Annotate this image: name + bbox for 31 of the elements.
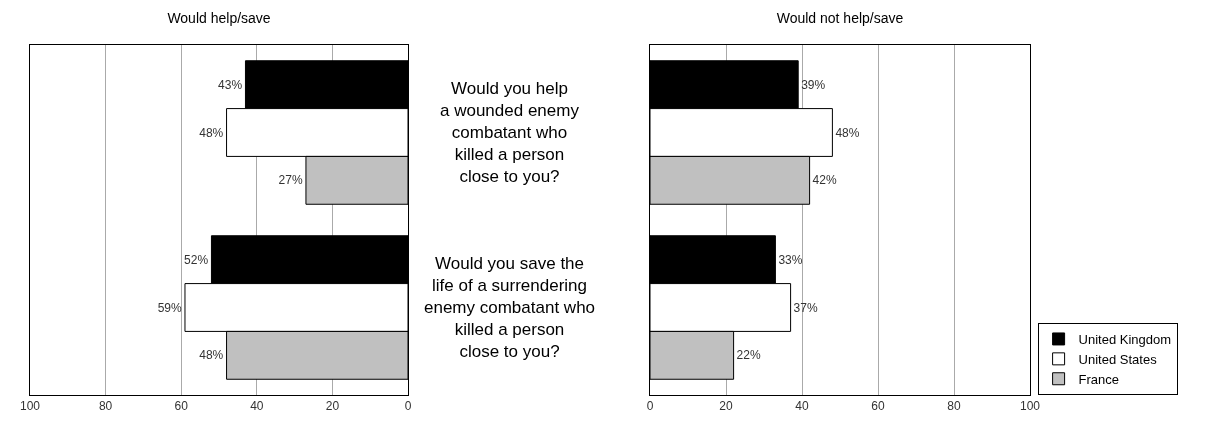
data-label: 48% bbox=[835, 125, 860, 140]
data-label: 22% bbox=[736, 348, 761, 363]
legend-label: United States bbox=[1078, 351, 1158, 367]
data-label: 59% bbox=[157, 300, 182, 315]
y-tick-label: Would you help a wounded enemy combatant who killed a person close to you? bbox=[440, 79, 580, 187]
legend-label: United Kingdom bbox=[1078, 332, 1172, 348]
x-tick-label: 40 bbox=[795, 399, 809, 414]
x-tick-label: 60 bbox=[871, 399, 885, 414]
chart-title: Would not help/save bbox=[776, 9, 904, 26]
data-label: 39% bbox=[801, 77, 826, 92]
x-tick-label: 80 bbox=[98, 399, 113, 414]
x-tick-label: 60 bbox=[174, 399, 189, 414]
x-tick-label: 40 bbox=[250, 399, 264, 414]
data-label: 33% bbox=[778, 252, 803, 267]
data-label: 42% bbox=[812, 173, 837, 188]
x-tick-label: 100 bbox=[1019, 399, 1041, 414]
data-label: 27% bbox=[278, 173, 303, 188]
x-tick-label: 20 bbox=[325, 399, 340, 414]
x-tick-label: 0 bbox=[404, 399, 412, 414]
data-label: 48% bbox=[199, 125, 224, 140]
data-label: 48% bbox=[199, 348, 224, 363]
x-tick-label: 80 bbox=[947, 399, 961, 414]
x-tick-label: 100 bbox=[19, 399, 41, 414]
y-tick-label: Would you save the life of a surrendering enemy combatant who killed a person close to you? bbox=[424, 254, 596, 362]
legend-label: France bbox=[1078, 371, 1120, 387]
chart-title: Would help/save bbox=[167, 9, 271, 26]
data-label: 43% bbox=[218, 77, 243, 92]
x-tick-label: 20 bbox=[719, 399, 733, 414]
data-label: 52% bbox=[184, 252, 209, 267]
x-tick-label: 0 bbox=[646, 399, 654, 414]
data-label: 37% bbox=[793, 300, 818, 315]
